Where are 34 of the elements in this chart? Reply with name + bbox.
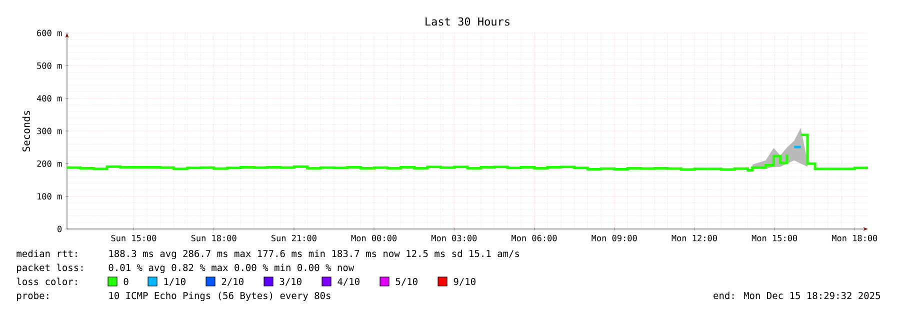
text: probe: (17, 292, 48, 301)
y-tick-label: 400 m (36, 95, 62, 102)
legend-label: 4/10 (338, 278, 360, 286)
y-tick-label: 600 m (37, 30, 62, 36)
x-tick-label: Sun 21:00 (272, 234, 316, 242)
legend-label: 3/10 (280, 278, 302, 286)
y-axis-title: Seconds (22, 110, 30, 152)
text: 188.3 ms avg 286.7 ms max 177.6 ms min 183.7 ms now 12.5 ms sd 15.1 am/s (109, 250, 520, 260)
legend-label: 1/10 (164, 278, 186, 286)
text: packet loss: (17, 264, 83, 273)
x-tick-label: Mon 15:00 (752, 234, 798, 242)
text: 0.01 % avg 0.82 % max 0.00 % min 0.00 % now (108, 264, 354, 274)
legend-label: 9/10 (454, 278, 476, 286)
legend-label: 5/10 (396, 278, 418, 286)
text: median rtt: (16, 250, 77, 258)
x-tick-label: Mon 00:00 (351, 234, 397, 242)
x-tick-label: Mon 12:00 (672, 234, 717, 242)
x-tick-label: Mon 06:00 (512, 234, 557, 242)
x-tick-label: Mon 09:00 (592, 234, 637, 242)
legend-label: 2/10 (222, 278, 244, 286)
x-tick-label: Mon 03:00 (431, 234, 477, 242)
x-tick-label: Mon 18:00 (832, 234, 878, 242)
y-tick-label: 0 (58, 226, 62, 232)
y-tick-label: 100 m (38, 193, 62, 200)
text: 10 ICMP Echo Pings (56 Bytes) every 80s (109, 292, 330, 302)
legend-title: loss color: (16, 278, 77, 286)
x-tick-label: Sun 18:00 (191, 234, 236, 242)
legend-label: 0 (124, 278, 128, 286)
chart-title: Last 30 Hours (426, 17, 510, 26)
y-tick-label: 300 m (37, 128, 62, 134)
x-tick-label: Sun 15:00 (111, 234, 156, 242)
y-tick-label: 500 m (37, 62, 62, 69)
y-tick-label: 200 m (37, 160, 62, 167)
text: end: Mon Dec 15 18:29:32 2025 (714, 292, 880, 300)
